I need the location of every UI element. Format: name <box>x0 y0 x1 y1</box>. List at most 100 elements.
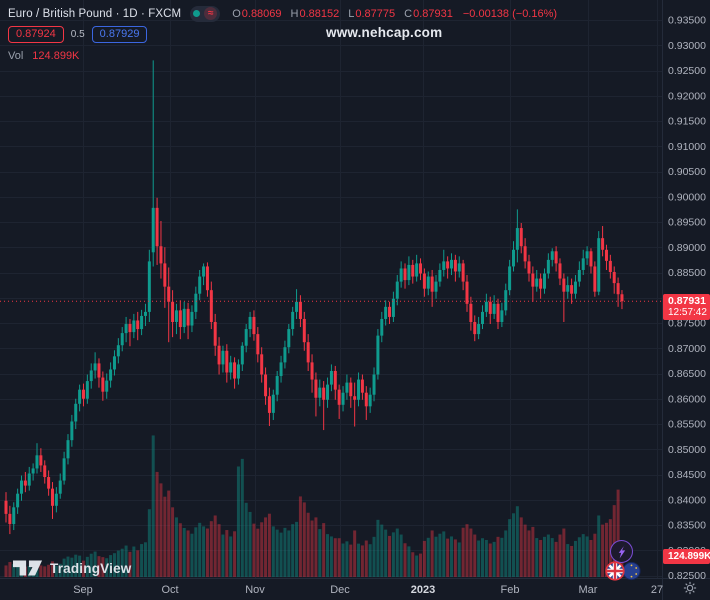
symbol-title[interactable]: Euro / British Pound · 1D · FXCM <box>8 7 182 20</box>
candle-body <box>109 369 113 381</box>
candle-body <box>136 320 140 330</box>
boost-badge[interactable] <box>610 540 633 563</box>
candle-body <box>477 324 481 335</box>
delayed-data-icon: ≈ <box>204 7 218 20</box>
volume-bar <box>430 530 434 577</box>
volume-bar <box>233 531 237 577</box>
candle-body <box>481 311 485 325</box>
price-tick-label: 0.93000 <box>668 40 706 52</box>
candle-body <box>329 370 333 385</box>
price-tick-label: 0.86500 <box>668 368 706 380</box>
candle-body <box>573 281 577 294</box>
volume-bar <box>434 536 438 577</box>
volume-bar <box>492 541 496 577</box>
pair-logo-badge[interactable] <box>605 560 642 586</box>
buy-price-button[interactable]: 0.87929 <box>91 26 148 43</box>
candle-body <box>205 266 209 291</box>
candle-body <box>23 480 27 486</box>
price-tick-label: 0.89000 <box>668 242 706 254</box>
volume-bar <box>558 534 562 577</box>
price-tick-label: 0.90000 <box>668 191 706 203</box>
volume-bar <box>570 545 574 577</box>
volume-bar <box>101 557 105 577</box>
candle-body <box>186 308 190 326</box>
ohlc-readout: O0.88069 H0.88152 L0.87775 C0.87931 −0.0… <box>232 7 558 20</box>
volume-bar <box>442 531 446 577</box>
candle-body <box>39 455 43 466</box>
candle-body <box>159 246 163 264</box>
volume-bar <box>566 544 570 577</box>
candle-body <box>422 273 426 289</box>
gear-icon[interactable] <box>683 581 697 595</box>
candle-body <box>291 311 295 330</box>
candle-body <box>430 276 434 292</box>
candle-body <box>97 363 101 378</box>
candle-body <box>539 278 543 289</box>
volume-bar <box>310 520 314 577</box>
volume-bar <box>329 536 333 577</box>
candle-body <box>58 480 62 494</box>
candle-body <box>426 276 430 289</box>
volume-bar <box>174 517 178 577</box>
volume-bar <box>337 538 341 577</box>
candle-body <box>198 276 202 294</box>
candle-body <box>213 321 217 346</box>
candle-body <box>89 370 93 382</box>
candle-body <box>12 507 16 524</box>
candle-body <box>484 301 488 312</box>
candle-body <box>620 294 624 302</box>
candle-body <box>550 251 554 260</box>
volume-bar <box>554 541 558 577</box>
volume-bar <box>353 530 357 577</box>
volume-bar <box>616 489 620 577</box>
last-price-tag: 0.87931 12:57:42 <box>663 294 710 321</box>
volume-bar <box>205 528 209 577</box>
volume-bar <box>360 545 364 577</box>
volume-bar <box>473 534 477 577</box>
volume-bar <box>295 521 299 577</box>
candle-body <box>488 301 492 314</box>
candle-body <box>143 311 147 316</box>
candle-body <box>566 285 570 292</box>
candle-body <box>457 263 461 272</box>
price-tick-label: 0.89500 <box>668 217 706 229</box>
volume-bar <box>488 543 492 577</box>
volume-bar <box>279 532 283 577</box>
change-value: −0.00138 (−0.16%) <box>462 7 558 20</box>
price-tick-label: 0.84500 <box>668 469 706 481</box>
candle-body <box>322 387 326 400</box>
volume-indicator-label: Vol <box>8 50 24 62</box>
candle-body <box>314 379 318 398</box>
volume-bar <box>171 507 175 577</box>
volume-bar <box>70 557 74 577</box>
sell-price-button[interactable]: 0.87924 <box>8 26 64 43</box>
volume-bar <box>581 534 585 577</box>
candle-body <box>147 261 151 312</box>
volume-bar <box>240 458 244 577</box>
volume-bar <box>283 527 287 577</box>
volume-bar <box>349 544 353 577</box>
time-tick-label: Sep <box>73 584 93 596</box>
candle-body <box>399 268 403 282</box>
tradingview-logo[interactable]: TradingView <box>13 559 131 577</box>
candle-body <box>66 440 70 459</box>
volume-bar <box>252 523 256 577</box>
volume-bar <box>159 483 163 577</box>
candle-body <box>318 387 322 398</box>
volume-bar <box>140 544 144 577</box>
high-value: 0.88152 <box>299 7 340 20</box>
time-tick-label: 2023 <box>411 584 435 596</box>
candle-body <box>415 263 419 277</box>
candle-body <box>612 271 616 284</box>
legend: Euro / British Pound · 1D · FXCM ≈ O0.88… <box>8 5 557 62</box>
price-tick-label: 0.87000 <box>668 343 706 355</box>
volume-bar <box>271 526 275 577</box>
volume-bar <box>12 564 16 577</box>
candle-body <box>93 363 97 371</box>
candle-body <box>597 238 601 292</box>
volume-bar <box>380 524 384 577</box>
eu-flag-icon <box>622 561 641 581</box>
market-status-pill[interactable]: ≈ <box>190 5 221 22</box>
